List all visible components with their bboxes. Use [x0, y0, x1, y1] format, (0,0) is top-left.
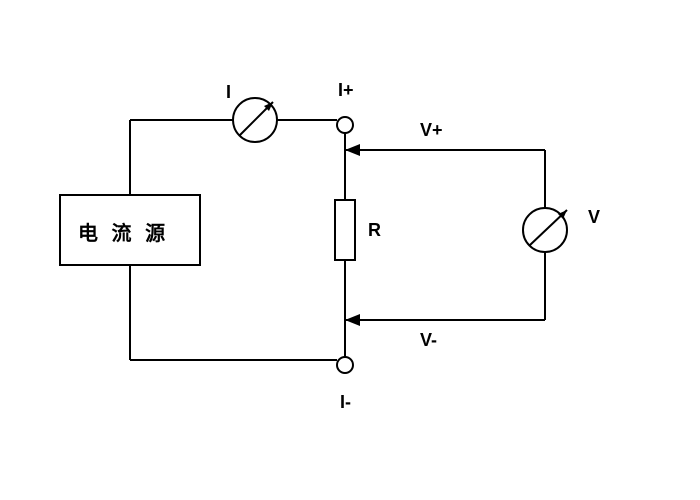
arrow-v-minus	[345, 314, 360, 326]
circuit-diagram	[0, 0, 700, 500]
terminal-i-plus-label: I+	[338, 80, 354, 101]
voltmeter-label: V	[588, 207, 600, 228]
current-source-label: 电 流 源	[78, 217, 169, 246]
terminal-v-plus-label: V+	[420, 120, 443, 141]
arrow-v-plus	[345, 144, 360, 156]
terminal-i-minus-label: I-	[340, 392, 351, 413]
resistor-icon	[335, 200, 355, 260]
terminal-v-minus-label: V-	[420, 330, 437, 351]
terminal-i-plus	[337, 117, 353, 133]
ammeter-label: I	[226, 82, 231, 103]
terminal-i-minus	[337, 357, 353, 373]
resistor-label: R	[368, 220, 381, 241]
